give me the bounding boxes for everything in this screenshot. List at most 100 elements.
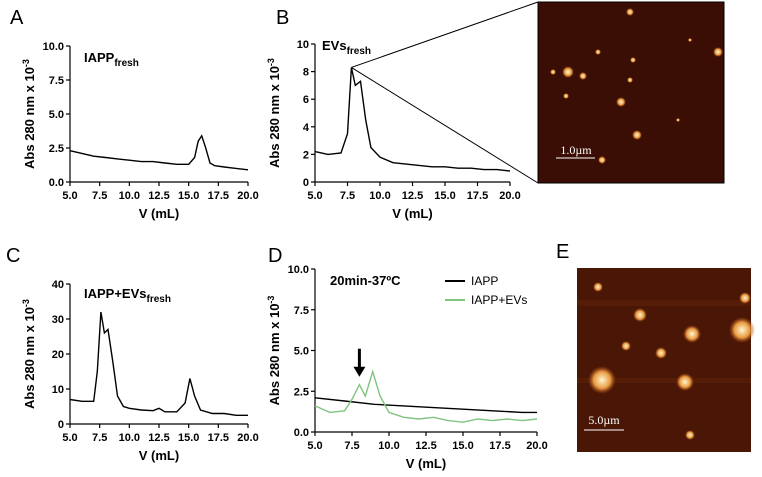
panel-label: C — [6, 245, 20, 267]
y-axis-label-sup: -3 — [266, 58, 276, 66]
y-axis-label-sup: -3 — [266, 296, 276, 304]
y-tick-label: 5.0 — [294, 346, 309, 358]
panel-label: E — [556, 241, 569, 263]
annotation-main: IAPP+EVs — [84, 286, 147, 301]
x-tick-label: 20.0 — [237, 432, 258, 444]
annotation: IAPPfresh — [84, 50, 139, 69]
annotation-main: IAPP — [84, 50, 115, 65]
panel-label: D — [268, 245, 282, 267]
x-tick-label: 10.0 — [119, 432, 140, 444]
y-axis-label-sup: -3 — [21, 299, 31, 307]
x-axis-label: V (mL) — [406, 456, 446, 471]
x-tick-label: 10.0 — [119, 190, 140, 202]
scale-bar-label: 1.0µm — [560, 143, 592, 157]
y-tick-label: 30 — [52, 314, 64, 326]
x-axis-label: V (mL) — [139, 448, 179, 463]
x-tick-label: 5.0 — [62, 190, 77, 202]
data-line — [314, 369, 538, 423]
y-tick-label: 20 — [52, 349, 64, 361]
y-tick-label: 10 — [52, 384, 64, 396]
y-tick-label: 7.5 — [49, 75, 64, 87]
x-axis-label: V (mL) — [392, 206, 432, 221]
afm-image: 5.0µm E — [556, 241, 755, 452]
x-tick-label: 5.0 — [62, 432, 77, 444]
x-tick-label: 12.5 — [148, 432, 169, 444]
y-tick-label: 4 — [303, 122, 310, 134]
x-tick-label: 12.5 — [415, 440, 436, 452]
x-tick-label: 7.5 — [92, 432, 107, 444]
y-tick-label: 2 — [303, 149, 309, 161]
y-axis-label: Abs 280 nm x 10-3 — [266, 58, 282, 168]
annotation-sub: fresh — [147, 294, 171, 305]
zoom-line — [351, 1, 539, 68]
annotation: 20min-37ºC — [330, 273, 401, 288]
x-tick-label: 7.5 — [92, 190, 107, 202]
y-axis-label: Abs 280 nm x 10-3 — [21, 299, 37, 409]
y-tick-label: 2.5 — [294, 386, 309, 398]
annotation-main: 20min-37ºC — [330, 273, 401, 288]
x-tick-label: 7.5 — [344, 440, 359, 452]
x-tick-label: 12.5 — [148, 190, 169, 202]
y-tick-label: 40 — [52, 279, 64, 291]
y-tick-label: 10 — [297, 39, 309, 51]
x-tick-label: 17.5 — [208, 432, 229, 444]
x-tick-label: 10.0 — [369, 190, 390, 202]
x-tick-label: 7.5 — [340, 190, 355, 202]
y-axis-label-main: Abs 280 nm x 10 — [22, 67, 37, 169]
annotation: IAPP+EVsfresh — [84, 286, 171, 305]
y-axis-label-sup: -3 — [21, 59, 31, 67]
y-tick-label: 2.5 — [49, 143, 64, 155]
x-axis-label: V (mL) — [139, 206, 179, 221]
y-tick-label: 0.0 — [294, 427, 309, 439]
y-tick-label: 0.0 — [49, 177, 64, 189]
x-tick-label: 17.5 — [467, 190, 488, 202]
legend-label: IAPP+EVs — [471, 293, 527, 307]
x-tick-label: 17.5 — [208, 190, 229, 202]
x-tick-label: 5.0 — [307, 440, 322, 452]
y-tick-label: 7.5 — [294, 305, 309, 317]
panel: A 0.0 2.5 5.0 7.5 10.0 5.0 7.5 10.0 12.5 15.0 17.5 2… — [10, 7, 259, 221]
y-axis-label: Abs 280 nm x 10-3 — [266, 296, 282, 406]
panel-label: A — [10, 7, 24, 29]
y-tick-label: 10.0 — [43, 41, 64, 53]
y-tick-label: 8 — [303, 67, 309, 79]
annotation-sub: fresh — [347, 46, 371, 57]
data-line — [314, 397, 537, 414]
annotation-main: EVs — [322, 38, 347, 53]
annotation: EVsfresh — [322, 38, 371, 57]
panel: D 0.0 2.5 5.0 7.5 10.0 5.0 7.5 10.0 12.5 15.0 17.5 2… — [266, 245, 548, 471]
y-axis-label-main: Abs 280 nm x 10 — [22, 307, 37, 409]
y-tick-label: 0 — [303, 177, 309, 189]
data-line — [69, 134, 249, 171]
y-tick-label: 6 — [303, 94, 309, 106]
x-tick-label: 15.0 — [178, 432, 199, 444]
afm-inset: 1.0µm — [537, 1, 725, 184]
x-tick-label: 15.0 — [178, 190, 199, 202]
y-tick-label: 0 — [58, 419, 64, 431]
data-line — [314, 67, 511, 172]
annotation-sub: fresh — [114, 58, 138, 69]
arrow-head — [353, 366, 366, 377]
panel: B 0 2 4 6 8 10 5.0 7.5 10.0 12.5 15.0 17.5 20.0 V (mL)… — [266, 7, 521, 221]
x-tick-label: 15.0 — [452, 440, 473, 452]
data-line — [69, 311, 248, 416]
y-axis-label: Abs 280 nm x 10-3 — [21, 59, 37, 169]
x-tick-label: 5.0 — [307, 190, 322, 202]
x-tick-label: 20.0 — [499, 190, 520, 202]
panel-label: B — [276, 7, 289, 29]
x-tick-label: 20.0 — [237, 190, 258, 202]
scale-bar-label: 5.0µm — [588, 413, 620, 427]
y-axis-label-main: Abs 280 nm x 10 — [267, 66, 282, 168]
y-tick-label: 5.0 — [49, 109, 64, 121]
x-tick-label: 15.0 — [434, 190, 455, 202]
y-axis-label-main: Abs 280 nm x 10 — [267, 304, 282, 406]
x-tick-label: 17.5 — [489, 440, 510, 452]
panel: C 0 10 20 30 40 5.0 7.5 10.0 12.5 15.0 17.5 20.0 V (m… — [6, 245, 259, 463]
y-tick-label: 10.0 — [288, 264, 309, 276]
zoom-line — [351, 67, 539, 184]
legend-label: IAPP — [471, 274, 498, 288]
x-tick-label: 12.5 — [402, 190, 423, 202]
x-tick-label: 20.0 — [526, 440, 547, 452]
x-tick-label: 10.0 — [378, 440, 399, 452]
